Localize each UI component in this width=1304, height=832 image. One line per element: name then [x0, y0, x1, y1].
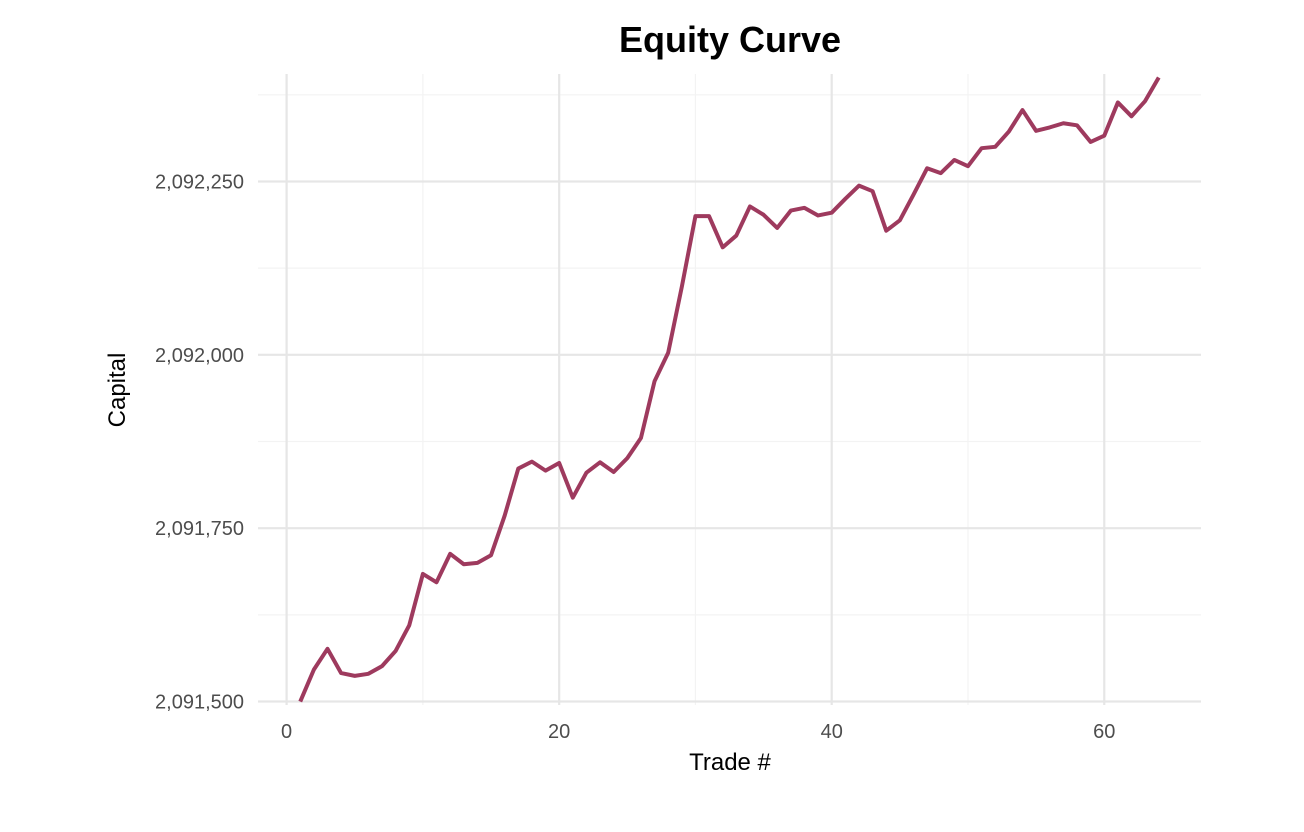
x-tick-label: 40 — [821, 721, 843, 743]
x-tick-label: 60 — [1093, 721, 1115, 743]
y-axis-tick-labels: 2,091,500 2,091,750 2,092,000 2,092,250 — [155, 171, 244, 713]
minor-gridlines — [258, 74, 1201, 705]
x-axis-tick-labels: 0 20 40 60 — [281, 721, 1115, 743]
x-tick-label: 20 — [548, 721, 570, 743]
y-axis-title: Capital — [104, 353, 131, 428]
equity-curve-line — [298, 76, 1161, 703]
y-tick-label: 2,091,750 — [155, 518, 244, 540]
x-axis-title: Trade # — [689, 749, 771, 776]
chart-title: Equity Curve — [619, 19, 841, 60]
major-gridlines — [258, 74, 1201, 705]
y-tick-label: 2,091,500 — [155, 692, 244, 714]
y-tick-label: 2,092,250 — [155, 171, 244, 193]
y-tick-label: 2,092,000 — [155, 345, 244, 367]
series-layer — [298, 76, 1161, 703]
x-tick-label: 0 — [281, 721, 292, 743]
